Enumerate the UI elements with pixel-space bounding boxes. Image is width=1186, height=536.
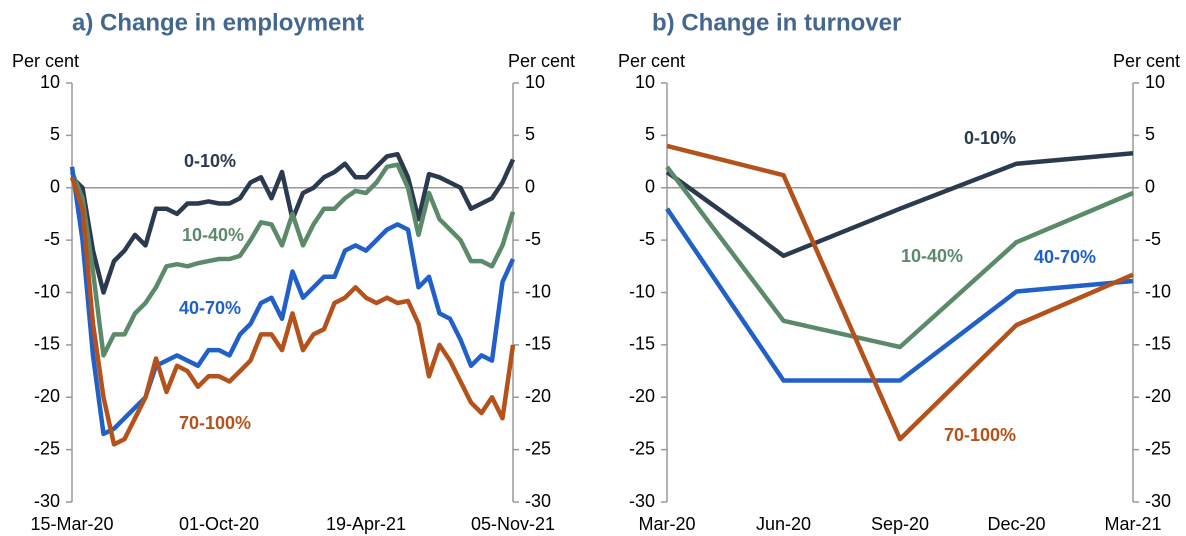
y-tick-label: 5 bbox=[50, 124, 60, 144]
y2-tick-label: -15 bbox=[525, 334, 551, 354]
y-tick-label: 0 bbox=[645, 177, 655, 197]
y-tick-label: -25 bbox=[629, 438, 655, 458]
y2-tick-label: 5 bbox=[525, 124, 535, 144]
y2-axis-label: Per cent bbox=[1113, 51, 1180, 71]
x-tick-label: Sep-20 bbox=[871, 514, 929, 534]
y-tick-label: -5 bbox=[44, 229, 60, 249]
series-line bbox=[665, 165, 1134, 350]
y2-tick-label: -10 bbox=[525, 281, 551, 301]
y-tick-label: 5 bbox=[645, 124, 655, 144]
series-line bbox=[69, 166, 516, 437]
y2-tick-label: -5 bbox=[1145, 229, 1161, 249]
y-tick-label: -5 bbox=[639, 229, 655, 249]
series-label: 10-40% bbox=[182, 225, 244, 245]
series-label: 70-100% bbox=[944, 425, 1016, 445]
y2-tick-label: -25 bbox=[525, 438, 551, 458]
x-tick-label: Dec-20 bbox=[987, 514, 1045, 534]
y-tick-label: -30 bbox=[629, 491, 655, 511]
y2-tick-label: -25 bbox=[1145, 438, 1171, 458]
y-tick-label: 10 bbox=[40, 72, 60, 92]
y-tick-label: -30 bbox=[34, 491, 60, 511]
x-tick-label: Jun-20 bbox=[756, 514, 811, 534]
y2-tick-label: -30 bbox=[525, 491, 551, 511]
series-label: 70-100% bbox=[179, 413, 251, 433]
y-tick-label: -20 bbox=[629, 386, 655, 406]
y2-tick-label: 5 bbox=[1145, 124, 1155, 144]
y2-tick-label: 0 bbox=[1145, 177, 1155, 197]
y-tick-label: -10 bbox=[34, 281, 60, 301]
y-tick-label: -25 bbox=[34, 438, 60, 458]
y-tick-label: 10 bbox=[635, 72, 655, 92]
series-line bbox=[665, 150, 1134, 259]
x-tick-label: 15-Mar-20 bbox=[30, 514, 113, 534]
y2-tick-label: -20 bbox=[1145, 386, 1171, 406]
series-line bbox=[665, 207, 1134, 383]
y2-tick-label: 0 bbox=[525, 177, 535, 197]
series-line bbox=[69, 162, 516, 358]
y2-tick-label: -10 bbox=[1145, 281, 1171, 301]
series-line bbox=[69, 176, 516, 447]
y-tick-label: 0 bbox=[50, 177, 60, 197]
series-label: 0-10% bbox=[964, 128, 1016, 148]
x-tick-label: 01-Oct-20 bbox=[179, 514, 259, 534]
y2-tick-label: -20 bbox=[525, 386, 551, 406]
y2-tick-label: 10 bbox=[525, 72, 545, 92]
y-tick-label: -15 bbox=[629, 334, 655, 354]
subtitle: b) Change in turnover bbox=[652, 9, 901, 36]
y2-tick-label: -30 bbox=[1145, 491, 1171, 511]
y2-axis-label: Per cent bbox=[508, 51, 575, 71]
y-axis-label: Per cent bbox=[12, 51, 79, 71]
x-tick-label: 19-Apr-21 bbox=[326, 514, 406, 534]
series-line bbox=[666, 143, 1134, 442]
y2-tick-label: -15 bbox=[1145, 334, 1171, 354]
y-tick-label: -10 bbox=[629, 281, 655, 301]
series-label: 0-10% bbox=[184, 151, 236, 171]
x-tick-label: Mar-20 bbox=[638, 514, 695, 534]
subtitle: a) Change in employment bbox=[72, 9, 364, 36]
y-axis-label: Per cent bbox=[618, 51, 685, 71]
series-label: 10-40% bbox=[901, 246, 963, 266]
y-tick-label: -20 bbox=[34, 386, 60, 406]
y2-tick-label: -5 bbox=[525, 229, 541, 249]
series-label: 40-70% bbox=[179, 298, 241, 318]
x-tick-label: 05-Nov-21 bbox=[471, 514, 555, 534]
x-tick-label: Mar-21 bbox=[1104, 514, 1161, 534]
y-tick-label: -15 bbox=[34, 334, 60, 354]
y2-tick-label: 10 bbox=[1145, 72, 1165, 92]
series-label: 40-70% bbox=[1034, 247, 1096, 267]
